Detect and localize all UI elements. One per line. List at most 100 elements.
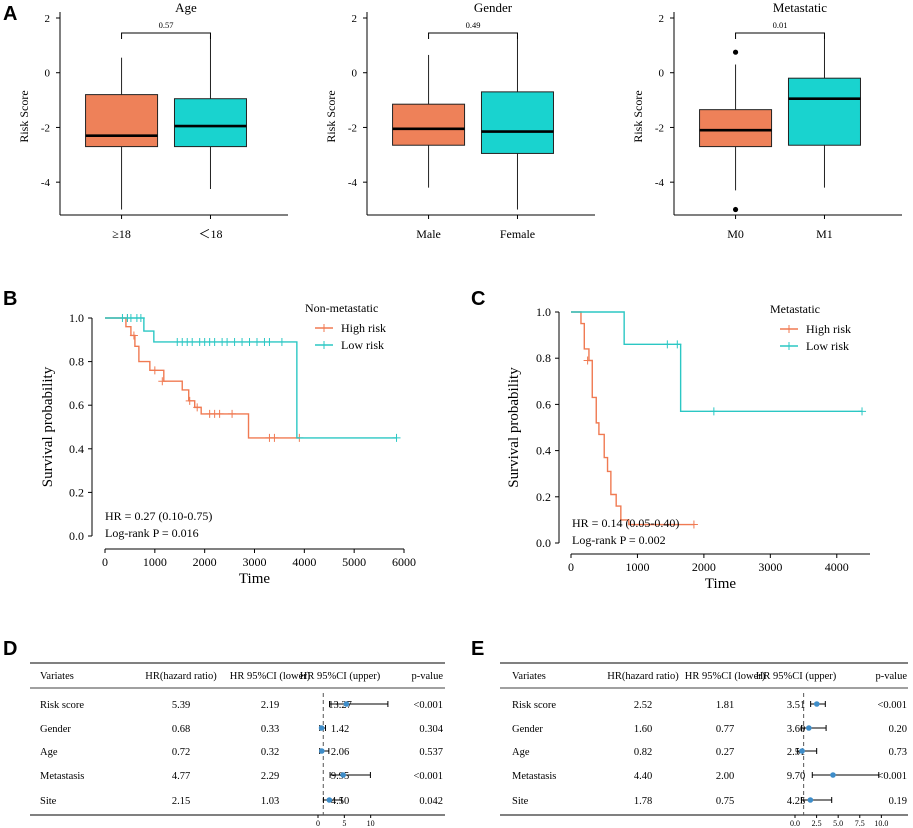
boxplot-gender: 2 0 -2 -4 Risk Score Gender Male Female 0.49 [324, 0, 595, 241]
column-header: HR(hazard ratio) [607, 671, 679, 682]
censor-mark [583, 356, 592, 365]
x-tick-label: Male [416, 227, 441, 241]
forest-x-tick-label: 5 [342, 819, 346, 828]
variate-cell: Gender [40, 724, 71, 735]
x-tick-label: M1 [816, 227, 833, 241]
censor-mark [215, 409, 224, 418]
hr-cell: 5.39 [172, 700, 190, 711]
y-tick-label: 0.8 [69, 355, 84, 369]
x-tick-label: 6000 [392, 555, 416, 569]
ci-upper-cell: 3.60 [787, 724, 805, 735]
y-tick-label: 0.6 [536, 397, 551, 411]
column-header: HR 95%CI (lower) [685, 671, 766, 682]
y-tick-label: -2 [655, 122, 664, 134]
log-rank-text: Log-rank P = 0.002 [572, 533, 666, 547]
p-value-cell: <0.001 [877, 771, 907, 782]
y-tick-label: 0.8 [536, 351, 551, 365]
significance-bracket [428, 32, 518, 39]
column-header: Variates [40, 671, 74, 682]
hr-cell: 2.52 [634, 700, 652, 711]
ci-upper-cell: 4.25 [787, 796, 805, 807]
variate-cell: Metastasis [512, 771, 556, 782]
ci-lower-cell: 0.33 [261, 724, 279, 735]
y-tick-label: -4 [41, 177, 51, 189]
censor-mark [150, 366, 159, 375]
ci-lower-cell: 0.27 [716, 747, 734, 758]
censor-mark [193, 403, 202, 412]
y-axis-label: Risk Score [631, 90, 645, 142]
legend-label: High risk [341, 321, 386, 335]
hr-point [318, 748, 325, 754]
x-tick-label: ＜18 [198, 227, 222, 241]
hr-cell: 1.60 [634, 724, 652, 735]
significance-bracket [121, 32, 211, 39]
p-value-cell: 0.304 [419, 724, 443, 735]
censor-mark [663, 340, 672, 349]
column-header: HR 95%CI (upper) [756, 671, 837, 682]
forest-table-multivariate: Variates HR(hazard ratio) HR 95%CI (lower)… [500, 662, 908, 828]
boxplot-metastatic: 2 0 -2 -4 Risk Score Metastatic M0 M1 0.01 [631, 0, 902, 241]
hr-point [799, 748, 805, 754]
x-tick-label: 3000 [758, 560, 782, 574]
censor-mark [858, 407, 867, 416]
chart-title: Age [175, 0, 197, 15]
ci-lower-cell: 0.75 [716, 796, 734, 807]
y-tick-label: 1.0 [536, 305, 551, 319]
x-tick-label: 4000 [825, 560, 849, 574]
censor-mark [238, 337, 247, 346]
significance-bracket [735, 32, 825, 39]
ci-lower-cell: 0.77 [716, 724, 734, 735]
p-value-cell: 0.537 [419, 747, 443, 758]
survival-curve-1 [105, 317, 397, 439]
column-header: HR 95%CI (upper) [300, 671, 381, 682]
column-header: HR 95%CI (lower) [230, 671, 311, 682]
panel-label-a: A [3, 3, 17, 25]
p-value-label: 0.57 [159, 20, 174, 30]
variate-cell: Age [512, 747, 530, 758]
y-axis-label: Survival probability [506, 367, 522, 488]
censor-mark [252, 337, 261, 346]
ci-lower-cell: 0.32 [261, 747, 279, 758]
hr-point [806, 725, 812, 731]
panel-label-d: D [3, 638, 17, 660]
km-plot-metastatic: 0.0 0.2 0.4 0.6 0.8 1.0 0 1000 2000 3000 4000 Time S… [506, 302, 870, 592]
box-1 [787, 77, 861, 146]
hazard-ratio-text: HR = 0.14 (0.05-0.40) [572, 516, 679, 530]
km-plot-non-metastatic: 0.0 0.2 0.4 0.6 0.8 1.0 0 1000 2000 3000 4000 5000 6… [40, 301, 416, 587]
ci-lower-cell: 1.81 [716, 700, 734, 711]
y-tick-label: 0.4 [536, 444, 551, 458]
ci-lower-cell: 2.19 [261, 700, 279, 711]
censor-mark [158, 377, 167, 386]
y-tick-label: -2 [41, 122, 50, 134]
ci-lower-cell: 2.00 [716, 771, 734, 782]
column-header: Variates [512, 671, 546, 682]
y-tick-label: 0 [352, 68, 358, 80]
y-tick-label: -2 [348, 122, 357, 134]
y-tick-label: 1.0 [69, 311, 84, 325]
x-tick-label: 1000 [143, 555, 167, 569]
censor-mark [136, 314, 145, 322]
x-tick-label: 5000 [342, 555, 366, 569]
x-axis-label: Time [705, 576, 736, 592]
p-value-cell: 0.19 [889, 796, 907, 807]
x-tick-label: 2000 [193, 555, 217, 569]
y-axis-label: Risk Score [17, 90, 31, 142]
panel-label-e: E [471, 638, 484, 660]
p-value-cell: 0.20 [889, 724, 907, 735]
box-1 [173, 98, 247, 148]
legend-title: Non-metastatic [305, 301, 378, 315]
y-axis-label: Risk Score [324, 90, 338, 142]
box-0 [699, 109, 773, 148]
p-value-label: 0.01 [773, 20, 788, 30]
y-tick-label: 2 [45, 13, 51, 25]
hr-point [343, 701, 350, 707]
x-tick-label: M0 [727, 227, 744, 241]
x-tick-label: ≥18 [112, 227, 131, 241]
censor-mark [223, 337, 232, 346]
y-tick-label: -4 [655, 177, 665, 189]
ci-lower-cell: 1.03 [261, 796, 279, 807]
y-axis-label: Survival probability [40, 366, 56, 487]
y-tick-label: 0.4 [69, 442, 84, 456]
censor-mark [277, 337, 286, 346]
variate-cell: Metastasis [40, 771, 84, 782]
